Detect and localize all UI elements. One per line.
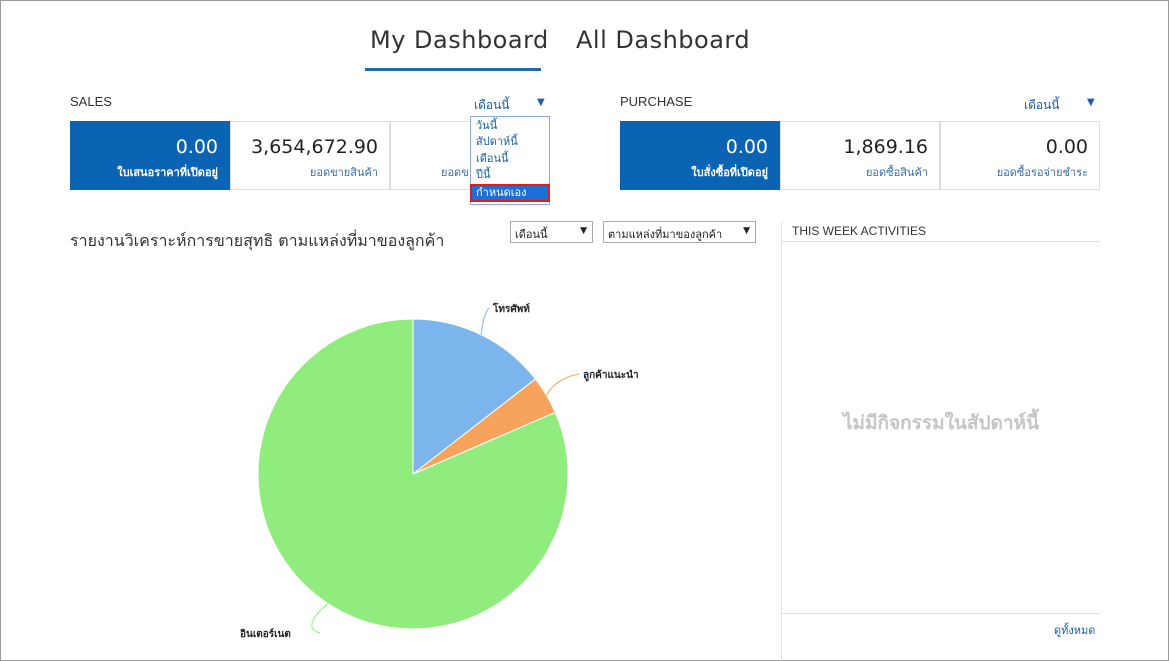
chevron-down-icon: ▼ — [743, 226, 750, 236]
pie-label-2: อินเตอร์เนต — [240, 628, 291, 640]
kpi-label: ใบสั่งซื้อที่เปิดอยู่ — [691, 166, 768, 179]
dropdown-option-this-month[interactable]: เดือนนี้ — [476, 152, 509, 165]
report-group-select[interactable]: ตามแหล่งที่มาของลูกค้า ▼ — [603, 221, 756, 243]
sales-kpi-open-quotations[interactable]: 0.00 ใบเสนอราคาที่เปิดอยู่ — [70, 121, 230, 190]
kpi-label: ใบเสนอราคาที่เปิดอยู่ — [117, 166, 218, 179]
sales-title: SALES — [70, 94, 112, 109]
purchase-kpi-product-purchases[interactable]: 1,869.16 ยอดซื้อสินค้า — [780, 121, 940, 190]
kpi-value: 0.00 — [1045, 136, 1088, 158]
purchase-kpi-open-orders[interactable]: 0.00 ใบสั่งซื้อที่เปิดอยู่ — [620, 121, 780, 190]
purchase-title: PURCHASE — [620, 94, 693, 109]
pie-connector-0 — [480, 307, 490, 335]
report-period-value: เดือนนี้ — [515, 228, 548, 241]
kpi-label: ยอดข — [441, 166, 469, 179]
pie-label-1: ลูกค้าแนะนำ — [583, 369, 639, 382]
sales-period-caret-icon[interactable]: ▼ — [537, 97, 545, 108]
activities-footer-rule — [782, 613, 1100, 614]
dropdown-option-custom[interactable]: กำหนดเอง — [470, 184, 550, 202]
kpi-value: 0.00 — [175, 136, 218, 158]
activities-header-rule — [782, 241, 1100, 242]
sales-kpi-product-sales[interactable]: 3,654,672.90 ยอดขายสินค้า — [230, 121, 390, 190]
dropdown-option-today[interactable]: วันนี้ — [476, 119, 498, 132]
pie-slice-0[interactable] — [412, 318, 537, 476]
sales-period-select[interactable]: เดือนนี้ — [474, 98, 510, 112]
dropdown-option-this-week[interactable]: สัปดาห์นี้ — [476, 135, 518, 148]
pie-connector-1 — [545, 373, 580, 396]
purchase-period-select[interactable]: เดือนนี้ — [1024, 98, 1060, 112]
sales-period-dropdown: วันนี้ สัปดาห์นี้ เดือนนี้ ปีนี้ กำหนดเอ… — [470, 116, 550, 205]
kpi-label: ยอดซื้อสินค้า — [865, 166, 928, 179]
report-title: รายงานวิเคราะห์การขายสุทธิ ตามแหล่งที่มา… — [70, 231, 445, 250]
pie-connector-2 — [311, 603, 329, 634]
chevron-down-icon: ▼ — [580, 226, 587, 236]
dropdown-option-this-year[interactable]: ปีนี้ — [476, 168, 491, 181]
report-group-value: ตามแหล่งที่มาของลูกค้า — [608, 228, 723, 241]
kpi-label: ยอดขายสินค้า — [309, 166, 378, 179]
active-tab-indicator — [365, 68, 541, 71]
pie-slice-2[interactable] — [257, 318, 569, 630]
kpi-value: 1,869.16 — [843, 136, 928, 158]
sales-source-pie-chart: โทรศัพท์ลูกค้าแนะนำอินเตอร์เนต — [240, 302, 639, 640]
purchase-period-caret-icon[interactable]: ▼ — [1087, 97, 1095, 108]
activities-empty-message: ไม่มีกิจกรรมในสัปดาห์นี้ — [842, 412, 1040, 434]
pie-label-0: โทรศัพท์ — [492, 302, 530, 315]
tab-all-dashboard[interactable]: All Dashboard — [576, 26, 751, 54]
view-all-activities-link[interactable]: ดูทั้งหมด — [1054, 624, 1096, 637]
purchase-kpi-pending-payment[interactable]: 0.00 ยอดซื้อรอจ่ายชำระ — [940, 121, 1100, 190]
tab-my-dashboard[interactable]: My Dashboard — [370, 26, 549, 54]
kpi-label: ยอดซื้อรอจ่ายชำระ — [996, 166, 1088, 179]
kpi-value: 0.00 — [725, 136, 768, 158]
activities-title: THIS WEEK ACTIVITIES — [792, 224, 927, 238]
activities-divider — [781, 222, 782, 661]
report-period-select[interactable]: เดือนนี้ ▼ — [510, 221, 593, 243]
kpi-value: 3,654,672.90 — [251, 136, 378, 158]
